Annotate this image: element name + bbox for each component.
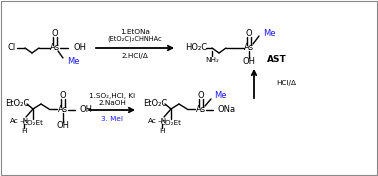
- Text: O: O: [246, 30, 252, 39]
- Text: EtO₂C: EtO₂C: [5, 99, 29, 108]
- Text: AST: AST: [267, 55, 287, 64]
- Text: 2.NaOH: 2.NaOH: [98, 100, 126, 106]
- Text: H: H: [159, 128, 165, 134]
- Text: OH: OH: [56, 121, 70, 130]
- Text: 1.EtONa: 1.EtONa: [120, 29, 150, 35]
- Text: O: O: [60, 92, 66, 100]
- Text: OH: OH: [80, 105, 93, 115]
- Text: As: As: [196, 105, 206, 115]
- Text: EtO₂C: EtO₂C: [143, 99, 167, 108]
- Text: (EtO₂C)₂CHNHAc: (EtO₂C)₂CHNHAc: [108, 36, 162, 42]
- Text: Cl: Cl: [8, 43, 16, 52]
- Text: As: As: [58, 105, 68, 115]
- Text: –N: –N: [19, 118, 29, 124]
- Text: 2.HCl/Δ: 2.HCl/Δ: [122, 53, 149, 59]
- Text: Me: Me: [214, 92, 226, 100]
- Text: CO₂Et: CO₂Et: [161, 120, 181, 126]
- Text: H: H: [21, 128, 27, 134]
- Text: Ac: Ac: [148, 118, 157, 124]
- Text: –N: –N: [158, 118, 167, 124]
- Text: NH₂: NH₂: [205, 57, 219, 63]
- Text: As: As: [244, 43, 254, 52]
- Text: OH: OH: [74, 43, 87, 52]
- Text: Ac: Ac: [10, 118, 19, 124]
- Text: HCl/Δ: HCl/Δ: [276, 80, 296, 86]
- Text: As: As: [50, 43, 60, 52]
- Text: 1.SO₂,HCl, KI: 1.SO₂,HCl, KI: [89, 93, 135, 99]
- Text: Me: Me: [263, 29, 276, 37]
- Text: HO₂C: HO₂C: [185, 43, 207, 52]
- Text: OH: OH: [243, 58, 256, 67]
- Text: Me: Me: [67, 56, 79, 65]
- Text: 3. MeI: 3. MeI: [101, 116, 123, 122]
- Text: O: O: [198, 92, 204, 100]
- Text: CO₂Et: CO₂Et: [23, 120, 43, 126]
- Text: ONa: ONa: [218, 105, 236, 115]
- Text: O: O: [52, 30, 58, 39]
